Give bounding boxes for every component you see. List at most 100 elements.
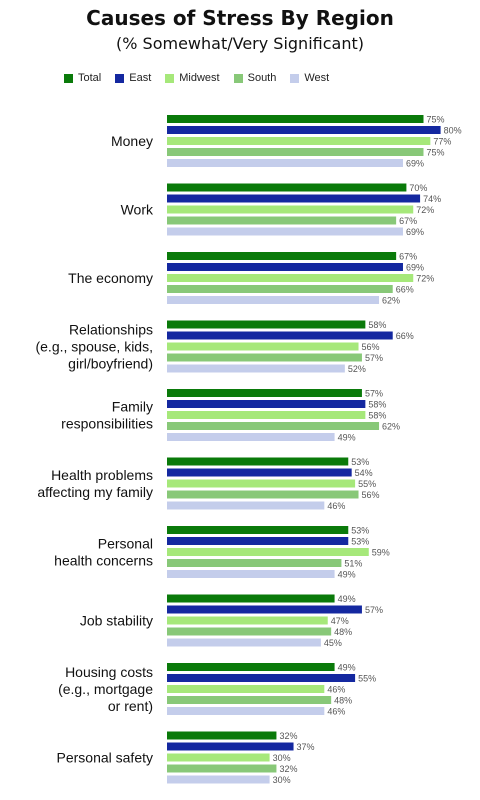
data-label: 53%: [351, 526, 369, 536]
bar-east: [167, 331, 393, 340]
bar-west: [167, 159, 403, 167]
bar-west: [167, 433, 335, 441]
bar-west: [167, 227, 403, 236]
data-label: 32%: [279, 731, 297, 741]
data-label: 58%: [368, 411, 386, 421]
data-label: 47%: [331, 616, 349, 626]
data-label: 48%: [334, 696, 352, 706]
bar-south: [167, 490, 359, 499]
category-label: Money: [111, 133, 153, 149]
bar-east: [167, 537, 349, 545]
bar-midwest: [167, 205, 414, 214]
bar-midwest: [167, 753, 270, 762]
bar-total: [167, 389, 362, 397]
category-label: Work: [121, 202, 154, 218]
data-label: 45%: [324, 638, 342, 648]
data-label: 30%: [273, 753, 291, 763]
category-label: Relationships: [69, 322, 153, 338]
data-label: 58%: [368, 400, 386, 410]
bar-midwest: [167, 616, 328, 625]
data-label: 69%: [406, 227, 424, 237]
data-label: 70%: [409, 183, 427, 193]
legend-label-midwest: Midwest: [179, 72, 220, 84]
chart-subtitle: (% Somewhat/Very Significant): [116, 34, 364, 53]
category-label: girl/boyfriend): [68, 356, 153, 372]
bar-east: [167, 194, 421, 203]
bar-total: [167, 115, 424, 123]
bar-east: [167, 263, 403, 271]
bar-midwest: [167, 479, 356, 488]
bar-total: [167, 663, 335, 671]
data-label: 75%: [427, 148, 445, 158]
data-label: 59%: [372, 548, 390, 558]
legend-item-west: West: [290, 72, 329, 84]
bar-midwest: [167, 274, 414, 282]
data-label: 58%: [368, 320, 386, 330]
bar-west: [167, 501, 325, 510]
category-label: Personal safety: [57, 750, 154, 766]
bar-midwest: [167, 411, 366, 419]
data-label: 62%: [382, 422, 400, 432]
data-label: 30%: [273, 775, 291, 785]
category-group: The economy 67%69%72%66%62%: [68, 252, 434, 306]
bar-east: [167, 674, 356, 682]
bar-east: [167, 468, 352, 477]
data-label: 54%: [355, 468, 373, 478]
bar-east: [167, 400, 366, 408]
data-label: 46%: [327, 685, 345, 695]
data-label: 69%: [406, 159, 424, 169]
data-label: 75%: [427, 115, 445, 125]
bar-midwest: [167, 548, 369, 556]
bar-south: [167, 216, 397, 225]
bar-west: [167, 638, 321, 647]
data-label: 57%: [365, 605, 383, 615]
legend-swatch-south: [233, 73, 243, 83]
bar-west: [167, 296, 380, 304]
bar-total: [167, 183, 407, 192]
data-label: 49%: [338, 433, 356, 443]
legend-item-south: South: [233, 72, 276, 84]
category-label: Job stability: [80, 613, 153, 629]
category-group: Work 70%74%72%67%69%: [121, 183, 442, 237]
legend-item-east: East: [115, 72, 151, 84]
data-label: 53%: [351, 457, 369, 467]
legend-item-midwest: Midwest: [165, 72, 220, 84]
data-label: 52%: [348, 364, 366, 374]
legend-swatch-total: [64, 73, 73, 83]
data-label: 74%: [423, 194, 441, 204]
chart-title: Causes of Stress By Region: [86, 6, 394, 30]
category-label: Family: [112, 399, 153, 415]
data-label: 67%: [399, 252, 417, 262]
data-label: 49%: [338, 594, 356, 604]
data-label: 80%: [444, 126, 462, 136]
category-group: Job stability 49% 57% 47%48%45%: [80, 594, 383, 648]
bar-south: [167, 353, 362, 362]
bar-south: [167, 422, 380, 430]
category-group: Relationships(e.g., spouse, kids,girl/bo…: [35, 320, 413, 374]
data-label: 48%: [334, 627, 352, 637]
bar-west: [167, 775, 270, 784]
data-label: 37%: [297, 742, 315, 752]
category-label: Health problems: [51, 467, 153, 483]
bar-south: [167, 148, 424, 156]
data-label: 56%: [362, 342, 380, 352]
data-label: 55%: [358, 674, 376, 684]
category-label: or rent): [108, 698, 153, 714]
data-label: 57%: [365, 353, 383, 363]
bar-midwest: [167, 342, 359, 351]
data-label: 66%: [396, 285, 414, 295]
bar-total: [167, 526, 349, 534]
data-label: 57%: [365, 389, 383, 399]
legend-label-east: East: [129, 72, 152, 84]
bar-total: [167, 594, 335, 603]
category-label: The economy: [68, 270, 153, 286]
data-label: 72%: [416, 205, 434, 215]
data-label: 49%: [338, 570, 356, 580]
